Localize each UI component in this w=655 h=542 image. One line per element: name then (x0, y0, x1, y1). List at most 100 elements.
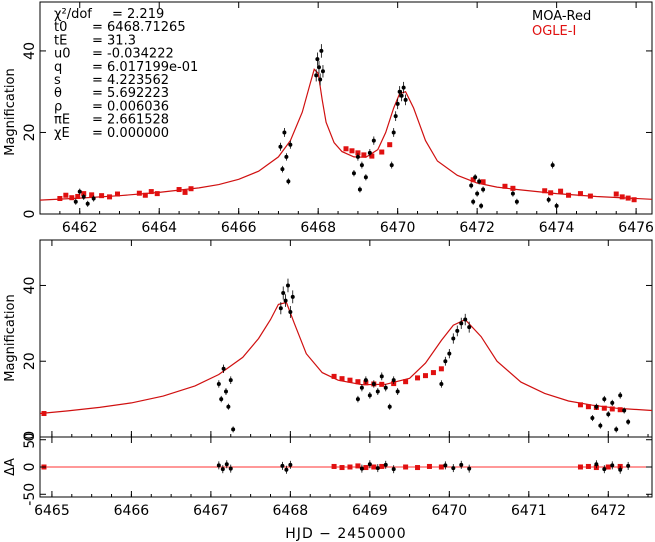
moa-point (387, 404, 392, 409)
moa-point (288, 309, 293, 314)
y-tick-label: 20 (22, 124, 38, 142)
moa-point (403, 97, 408, 102)
ogle-point (361, 152, 367, 158)
ogle-point (585, 463, 591, 469)
x-tick-label: 6465 (34, 503, 70, 519)
ogle-point (355, 463, 361, 469)
ogle-point (502, 183, 508, 189)
moa-point (221, 366, 226, 371)
ogle-point (369, 153, 375, 159)
param-value: = 6.017199e-01 (92, 60, 198, 75)
ogle-point (587, 193, 593, 199)
ogle-point (577, 402, 583, 408)
moa-point (315, 57, 320, 62)
zoom-plot-frame (39, 239, 653, 438)
moa-point (228, 466, 233, 471)
moa-point (219, 397, 224, 402)
ogle-point (148, 189, 154, 195)
moa-point (383, 462, 388, 467)
moa-point (610, 463, 615, 468)
model-curve (39, 68, 653, 201)
ogle-point (331, 463, 337, 469)
moa-point (359, 163, 364, 168)
moa-point (610, 400, 615, 405)
moa-point (224, 462, 229, 467)
ogle-point (577, 464, 583, 470)
moa-point (401, 85, 406, 90)
ogle-point (347, 377, 353, 383)
param-value: = 31.3 (92, 33, 136, 48)
moa-point (282, 130, 287, 135)
ogle-point (371, 464, 377, 470)
moa-point (471, 199, 476, 204)
moa-point (397, 89, 402, 94)
ogle-point (349, 148, 355, 154)
moa-point (314, 73, 319, 78)
x-tick-label: 6470 (380, 220, 416, 236)
ogle-point (480, 179, 486, 185)
zoom-y-axis-label: Magnification (3, 294, 18, 382)
ogle-point (188, 186, 194, 192)
moa-point (602, 467, 607, 472)
moa-point (85, 201, 90, 206)
moa-point (618, 393, 623, 398)
moa-point (226, 404, 231, 409)
ogle-point (631, 197, 637, 203)
moa-point (355, 397, 360, 402)
ogle-point (57, 196, 63, 202)
ogle-point (63, 192, 69, 198)
ogle-point (542, 188, 548, 194)
moa-point (590, 416, 595, 421)
moa-point (622, 408, 627, 413)
moa-point (283, 298, 288, 303)
param-value: = 0.000000 (92, 126, 169, 141)
ogle-point (605, 464, 611, 470)
x-tick-label: 6474 (539, 220, 575, 236)
moa-point (614, 427, 619, 432)
moa-point (286, 179, 291, 184)
moa-point (514, 199, 519, 204)
x-tick-label: 6467 (193, 503, 229, 519)
moa-point (319, 48, 324, 53)
x-tick-label: 6464 (141, 220, 177, 236)
moa-point (475, 191, 480, 196)
ogle-point (566, 192, 572, 198)
ogle-point (403, 464, 409, 470)
moa-point (459, 321, 464, 326)
ogle-point (331, 373, 337, 379)
moa-point (318, 77, 323, 82)
moa-point (220, 467, 225, 472)
moa-point (383, 385, 388, 390)
ogle-point (343, 146, 349, 152)
y-tick-label: 0 (22, 433, 38, 442)
ogle-point (510, 185, 516, 191)
moa-point (81, 194, 86, 199)
ogle-point (403, 379, 409, 385)
moa-point (280, 167, 285, 172)
moa-point (290, 294, 295, 299)
ogle-point (154, 191, 160, 197)
moa-point (216, 463, 221, 468)
residual-y-axis-label: ΔA (3, 458, 18, 476)
param-symbol: ρ (54, 99, 62, 114)
ogle-point (81, 191, 87, 197)
moa-point (351, 171, 356, 176)
ogle-point (182, 189, 188, 195)
moa-point (393, 114, 398, 119)
x-tick-label: 6466 (114, 503, 150, 519)
x-tick-label: 6470 (432, 503, 468, 519)
moa-point (395, 389, 400, 394)
param-symbol: s (54, 73, 61, 88)
moa-point (285, 283, 290, 288)
ogle-point (75, 193, 81, 199)
moa-point (594, 404, 599, 409)
moa-point (391, 467, 396, 472)
moa-point (359, 385, 364, 390)
param-symbol: u0 (54, 47, 71, 62)
moa-point (216, 381, 221, 386)
ogle-point (363, 465, 369, 471)
moa-point (284, 154, 289, 159)
moa-point (546, 197, 551, 202)
